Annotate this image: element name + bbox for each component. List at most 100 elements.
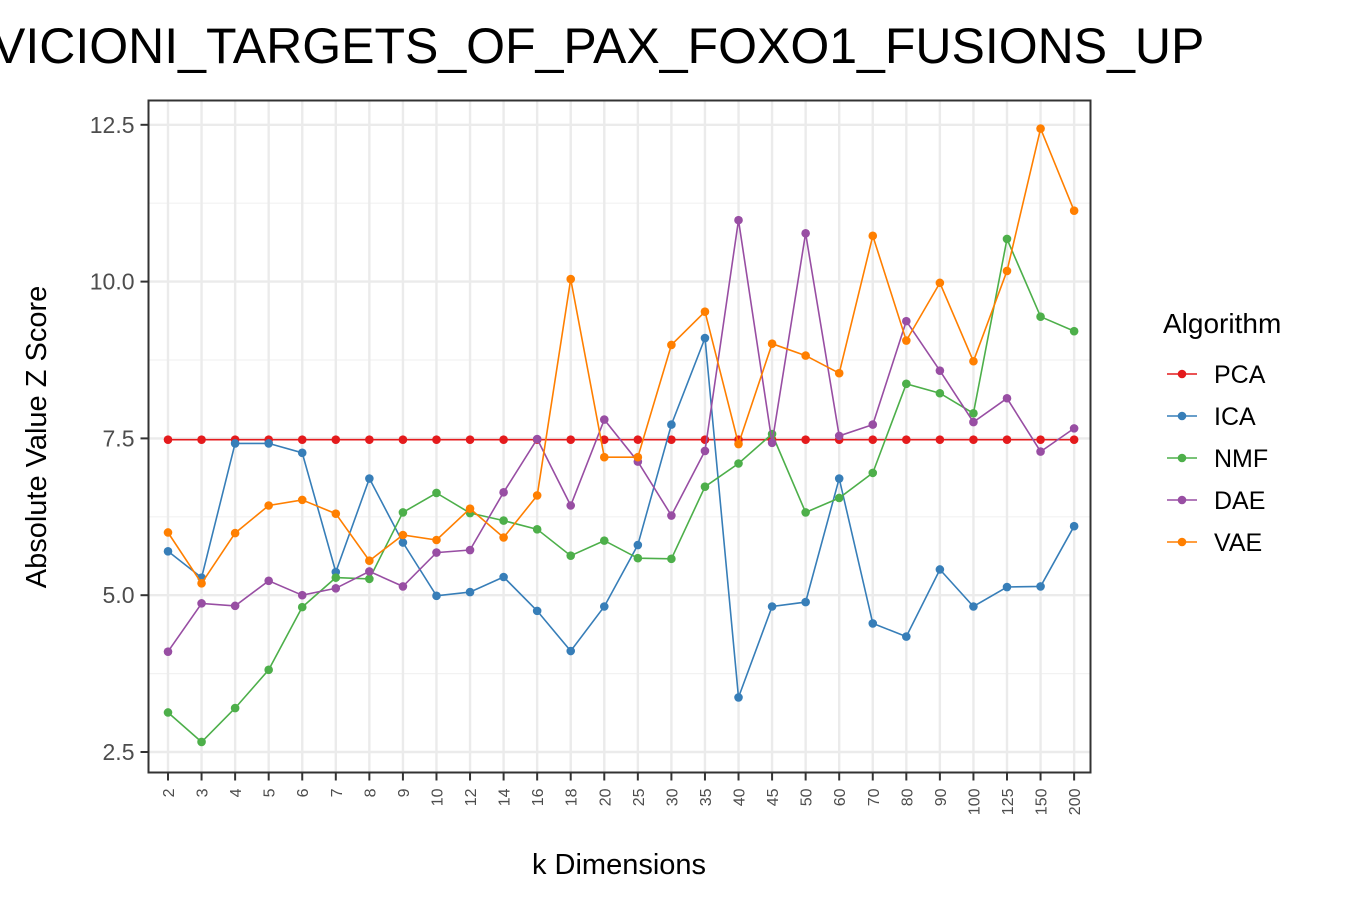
data-point-dae bbox=[667, 511, 676, 520]
x-tick-label: 16 bbox=[530, 788, 547, 806]
data-point-vae bbox=[1036, 124, 1045, 133]
data-point-dae bbox=[734, 215, 743, 225]
data-point-ica bbox=[297, 448, 307, 458]
y-axis: 2.5 5.0 7.5 10.0 12.5 bbox=[90, 112, 149, 765]
legend-item-nmf: NMF bbox=[1167, 445, 1268, 473]
x-tick-label: 9 bbox=[396, 788, 413, 797]
data-point-pca bbox=[667, 435, 676, 444]
data-point-dae bbox=[767, 438, 777, 448]
data-point-ica bbox=[767, 602, 777, 611]
data-point-nmf bbox=[667, 554, 676, 564]
data-point-pca bbox=[902, 435, 911, 444]
legend-marker-vae bbox=[1177, 537, 1187, 547]
x-tick-label: 10 bbox=[429, 788, 446, 806]
x-tick-label: 40 bbox=[732, 788, 749, 806]
data-point-vae bbox=[734, 439, 743, 449]
x-tick-label: 12 bbox=[463, 788, 480, 806]
data-point-vae bbox=[801, 351, 810, 360]
data-point-dae bbox=[969, 417, 978, 427]
data-point-pca bbox=[432, 435, 441, 444]
data-point-vae bbox=[163, 528, 173, 537]
data-point-dae bbox=[801, 229, 810, 238]
legend-marker-dae bbox=[1177, 495, 1187, 505]
legend-label-vae: VAE bbox=[1214, 529, 1262, 557]
data-point-ica bbox=[801, 597, 810, 607]
x-tick-label: 7 bbox=[329, 788, 346, 797]
data-point-nmf bbox=[230, 703, 240, 713]
data-point-vae bbox=[297, 495, 307, 505]
data-point-dae bbox=[264, 576, 273, 586]
series-layer bbox=[163, 124, 1079, 747]
data-point-pca bbox=[163, 435, 173, 444]
data-point-dae bbox=[902, 316, 911, 326]
x-tick-label: 20 bbox=[597, 788, 614, 806]
data-point-pca bbox=[868, 435, 878, 444]
data-point-dae bbox=[499, 488, 508, 497]
x-tick-label: 35 bbox=[698, 788, 715, 806]
legend-label-ica: ICA bbox=[1214, 403, 1256, 431]
data-point-pca bbox=[633, 435, 643, 444]
data-point-vae bbox=[499, 533, 508, 542]
data-point-pca bbox=[1036, 435, 1045, 444]
data-point-dae bbox=[297, 590, 307, 600]
data-point-ica bbox=[264, 439, 273, 448]
x-tick-label: 45 bbox=[765, 788, 782, 806]
data-point-ica bbox=[465, 587, 475, 597]
x-tick-label: 200 bbox=[1067, 788, 1084, 815]
x-tick-label: 150 bbox=[1034, 788, 1051, 815]
data-point-nmf bbox=[599, 536, 609, 545]
data-point-nmf bbox=[566, 551, 576, 560]
legend-item-dae: DAE bbox=[1167, 487, 1265, 515]
data-point-dae bbox=[700, 446, 710, 456]
data-point-ica bbox=[1002, 582, 1012, 592]
data-point-pca bbox=[969, 435, 978, 444]
data-point-dae bbox=[868, 420, 878, 429]
data-point-dae bbox=[834, 431, 844, 441]
data-point-vae bbox=[197, 578, 206, 588]
chart-title: VICIONI_TARGETS_OF_PAX_FOXO1_FUSIONS_UP bbox=[0, 18, 1204, 74]
data-point-vae bbox=[902, 336, 911, 345]
plot-panel bbox=[148, 100, 1091, 773]
data-point-pca bbox=[197, 435, 206, 444]
data-point-pca bbox=[566, 435, 576, 444]
data-point-vae bbox=[398, 530, 408, 540]
legend-marker-pca bbox=[1177, 369, 1187, 379]
data-point-ica bbox=[599, 602, 609, 611]
x-tick-label: 18 bbox=[564, 788, 581, 806]
data-point-nmf bbox=[1036, 312, 1045, 322]
data-point-nmf bbox=[1002, 234, 1012, 244]
data-point-nmf bbox=[734, 459, 743, 468]
data-point-ica bbox=[230, 439, 240, 448]
series-line-vae bbox=[167, 125, 1075, 585]
data-point-ica bbox=[1069, 521, 1079, 531]
data-point-nmf bbox=[331, 573, 341, 582]
x-axis-title: k Dimensions bbox=[532, 849, 706, 881]
x-tick-label: 60 bbox=[832, 788, 849, 806]
data-point-ica bbox=[667, 420, 676, 429]
legend-title: Algorithm bbox=[1163, 308, 1281, 339]
x-tick-label: 25 bbox=[631, 788, 648, 806]
data-point-vae bbox=[230, 528, 240, 538]
data-point-ica bbox=[902, 632, 911, 641]
data-point-dae bbox=[566, 501, 576, 510]
legend: Algorithm PCA ICA NMF DAE VAE bbox=[1163, 308, 1281, 557]
data-point-ica bbox=[566, 646, 576, 656]
data-point-dae bbox=[197, 599, 206, 608]
data-point-pca bbox=[331, 435, 341, 444]
x-tick-label: 80 bbox=[899, 788, 916, 806]
data-point-nmf bbox=[499, 516, 508, 525]
data-point-pca bbox=[398, 435, 408, 444]
legend-items: PCA ICA NMF DAE VAE bbox=[1167, 361, 1268, 557]
data-point-dae bbox=[1069, 424, 1079, 433]
x-tick-label: 30 bbox=[664, 788, 681, 806]
series-vae bbox=[163, 124, 1079, 588]
data-point-vae bbox=[465, 504, 475, 513]
data-point-vae bbox=[935, 278, 945, 288]
x-tick-label: 125 bbox=[1000, 788, 1017, 815]
data-point-nmf bbox=[163, 708, 173, 717]
data-point-dae bbox=[365, 567, 374, 576]
x-tick-label: 100 bbox=[966, 788, 983, 815]
data-point-ica bbox=[1036, 582, 1045, 591]
data-point-vae bbox=[566, 274, 576, 284]
